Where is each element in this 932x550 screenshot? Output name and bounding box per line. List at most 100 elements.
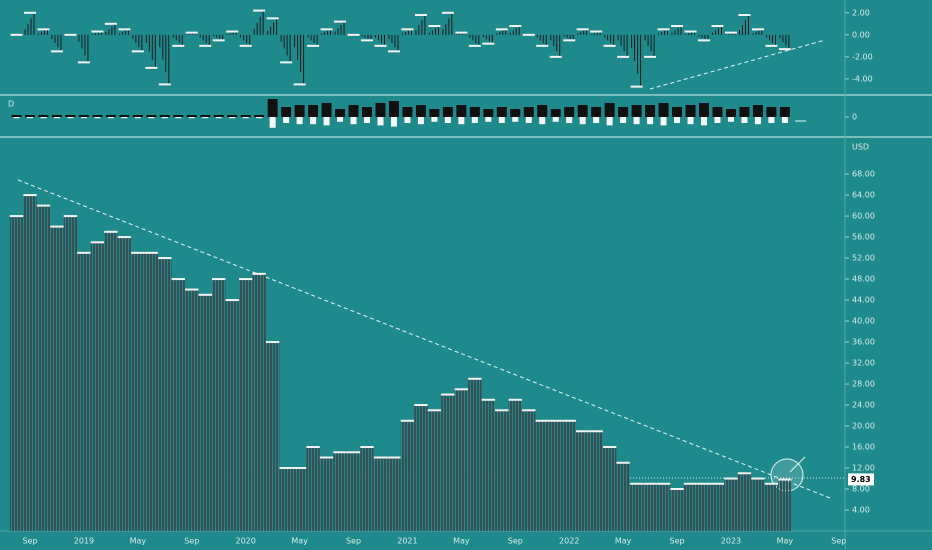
price-cap [508,398,522,401]
y-tick-label: 12.00 [852,464,875,473]
delta-down [754,117,761,125]
delta-down [121,117,128,119]
delta-down [80,117,87,119]
delta-up [591,107,602,117]
price-cap [238,278,253,281]
x-tick-label: May [453,537,470,546]
osc-cap [239,44,252,47]
last-price-box [848,473,874,486]
price-column [131,252,145,531]
y-tick-label: 60.00 [852,212,875,221]
delta-up [294,105,305,117]
price-column [724,478,738,531]
delta-up [739,107,750,117]
delta-down [647,117,654,125]
delta-down [539,117,546,125]
osc-cap [711,25,724,28]
delta-down [377,117,384,126]
price-column [427,410,442,531]
osc-cap [387,50,400,53]
price-column [643,483,657,531]
osc-cap [576,28,589,31]
price-column [589,431,603,531]
price-cap [90,241,105,244]
price-cap [319,456,334,459]
delta-up [200,115,211,117]
panel-label: D [8,100,14,109]
x-tick-label: May [777,537,794,546]
price-column [616,462,630,531]
price-cap [117,236,132,239]
osc-cap [77,61,90,64]
price-column [468,378,482,531]
price-cap [9,215,24,218]
delta-down [13,117,20,119]
price-cap [535,419,549,422]
price-cap [751,477,765,480]
y-tick-label: 64.00 [852,191,875,200]
price-cap [306,446,320,449]
price-cap [77,251,91,254]
osc-cap [468,44,481,47]
y-tick-label: 36.00 [852,338,875,347]
osc-cap [64,33,77,36]
delta-up [105,115,116,117]
osc-cap [644,55,657,58]
osc-cap [50,50,63,53]
osc-cap [401,28,414,31]
y-tick-label: 8.00 [852,485,870,494]
delta-down [417,117,424,125]
delta-down [444,117,451,123]
osc-cap [657,28,670,31]
price-column [171,279,185,531]
price-cap [212,278,226,281]
x-tick-label: Sep [22,537,37,546]
price-column [252,273,266,531]
delta-up [631,105,642,117]
osc-cap [361,39,373,42]
price-cap [185,288,199,291]
price-cap [63,215,78,218]
price-column [778,479,792,531]
price-column [481,399,496,531]
osc-cap [765,44,778,47]
price-cap [683,482,698,485]
delta-down [404,117,411,123]
delta-up [38,115,49,117]
osc-cap [751,28,764,31]
price-cap [158,257,172,260]
price-column [360,447,374,531]
price-column [333,452,347,531]
delta-down [714,117,721,123]
delta-down [323,117,330,126]
delta-down [40,117,47,119]
delta-down [67,117,74,119]
price-column [373,457,388,531]
delta-up [699,103,709,117]
osc-cap [482,42,495,45]
delta-up [725,109,736,117]
price-cap [481,398,496,401]
osc-cap [778,48,791,51]
delta-down [660,117,667,126]
price-cap [265,341,280,344]
y-tick-label: 16.00 [852,443,875,452]
delta-down [215,117,222,119]
price-column [508,399,522,531]
price-cap [670,488,684,491]
osc-cap [549,55,562,58]
delta-down [188,117,195,119]
osc-cap [118,28,131,31]
y-tick-label: 52.00 [852,254,875,263]
delta-down [471,117,478,123]
price-column [9,216,24,531]
delta-down [161,117,168,119]
price-column [117,237,132,532]
price-column [441,394,455,531]
x-tick-label: 2019 [74,537,94,546]
price-column [656,483,671,531]
delta-up [362,107,372,117]
delta-down [727,117,734,122]
delta-up [402,107,413,117]
price-column [50,226,64,531]
